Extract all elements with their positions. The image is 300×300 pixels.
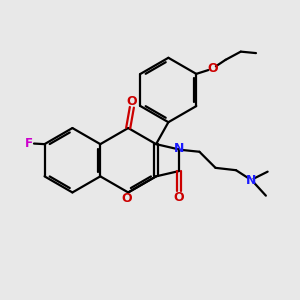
- Text: O: O: [122, 192, 132, 206]
- Text: O: O: [126, 95, 136, 108]
- Text: N: N: [174, 142, 185, 155]
- Text: O: O: [207, 62, 218, 75]
- Text: O: O: [174, 191, 184, 204]
- Text: N: N: [245, 174, 256, 187]
- Text: F: F: [25, 137, 33, 150]
